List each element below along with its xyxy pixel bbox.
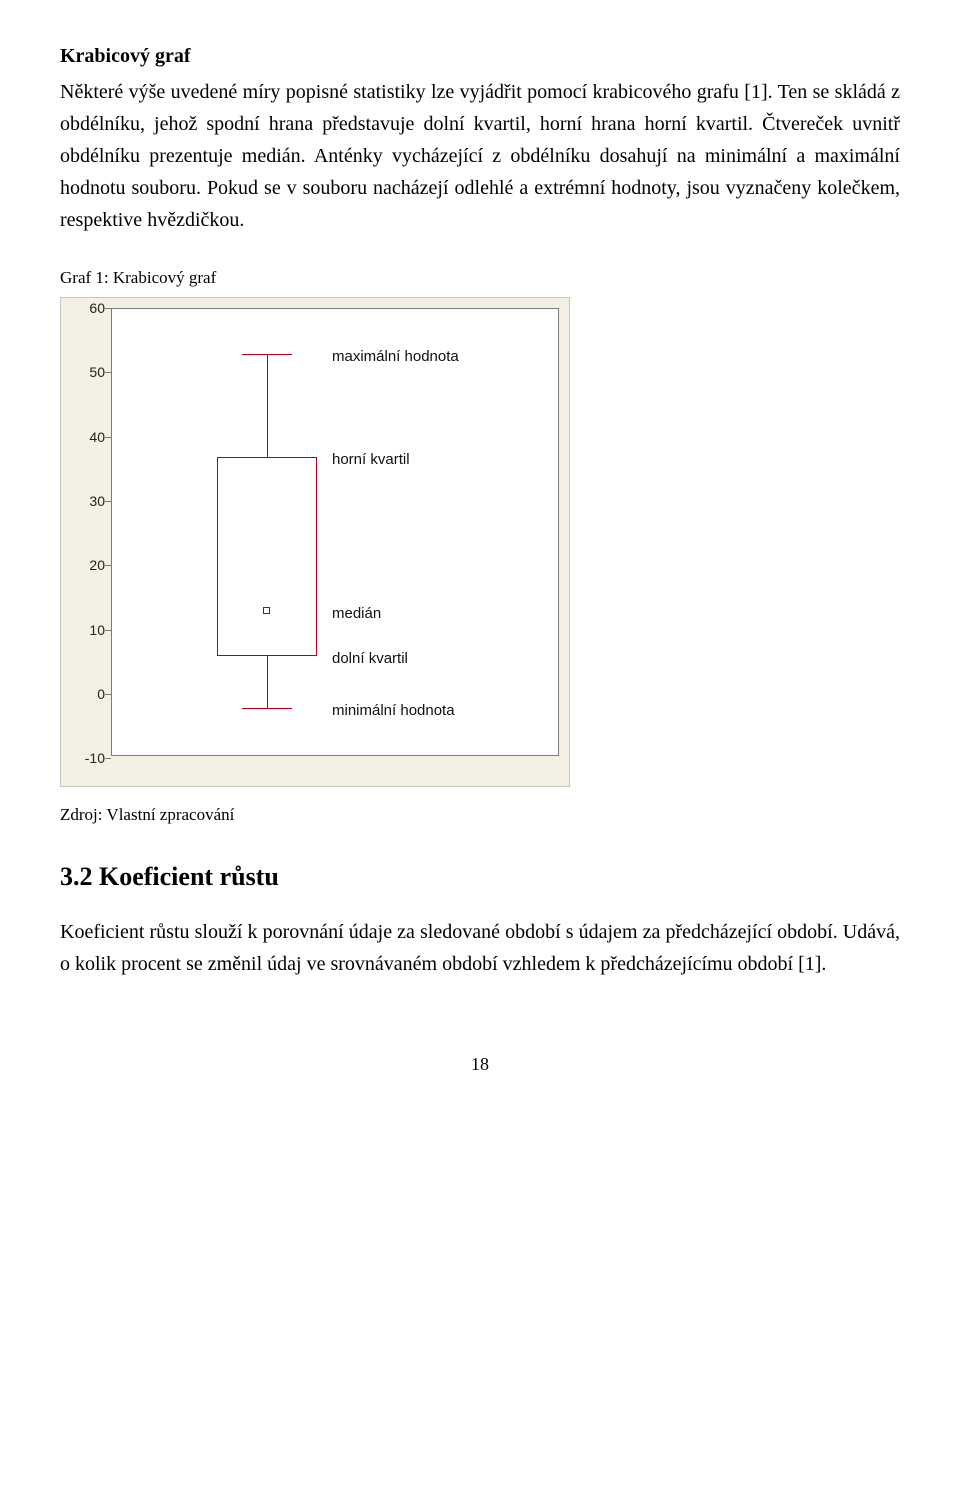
label-max: maximální hodnota [332, 345, 459, 369]
label-median: medián [332, 602, 381, 626]
chart-caption: Graf 1: Krabicový graf [60, 264, 900, 291]
y-tick-label: 20 [65, 554, 105, 576]
boxplot-chart: maximální hodnota horní kvartil medián doln… [60, 297, 570, 787]
label-min: minimální hodnota [332, 699, 455, 723]
y-tick-mark [105, 308, 111, 309]
y-tick-label: 30 [65, 490, 105, 512]
upper-whisker [267, 354, 268, 457]
y-tick-label: 50 [65, 361, 105, 383]
y-tick-label: 10 [65, 618, 105, 640]
y-tick-mark [105, 437, 111, 438]
y-tick-mark [105, 565, 111, 566]
label-q3: horní kvartil [332, 448, 410, 472]
label-q1: dolní kvartil [332, 647, 408, 671]
y-tick-mark [105, 372, 111, 373]
subsection-title: Krabicový graf [60, 40, 900, 72]
paragraph-2: Koeficient růstu slouží k porovnání údaj… [60, 916, 900, 980]
boxplot-box [217, 457, 317, 656]
lower-whisker [267, 656, 268, 707]
y-tick-mark [105, 501, 111, 502]
chart-source: Zdroj: Vlastní zpracování [60, 801, 900, 828]
paragraph-1: Některé výše uvedené míry popisné statis… [60, 76, 900, 236]
page-number: 18 [60, 1050, 900, 1079]
upper-whisker-cap [242, 354, 292, 355]
y-tick-label: 0 [65, 683, 105, 705]
section-heading: 3.2 Koeficient růstu [60, 856, 900, 898]
y-tick-label: 60 [65, 297, 105, 319]
y-tick-label: -10 [65, 747, 105, 769]
lower-whisker-cap [242, 708, 292, 709]
y-tick-mark [105, 630, 111, 631]
y-tick-label: 40 [65, 426, 105, 448]
chart-plot-area: maximální hodnota horní kvartil medián doln… [111, 308, 559, 756]
y-tick-mark [105, 758, 111, 759]
y-tick-mark [105, 694, 111, 695]
median-marker [263, 607, 270, 614]
